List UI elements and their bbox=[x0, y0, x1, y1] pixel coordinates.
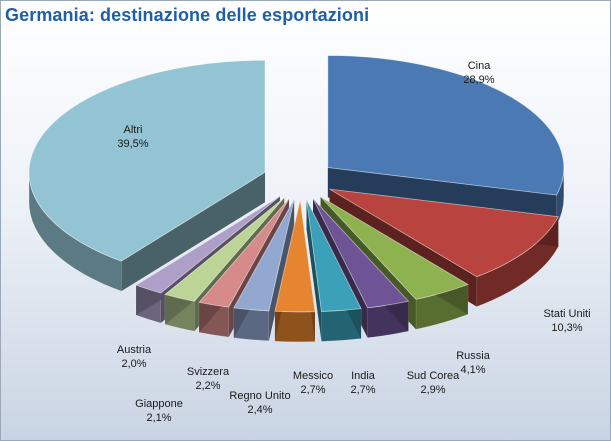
slice-russia bbox=[320, 196, 469, 300]
slice-messico bbox=[274, 199, 316, 313]
slice-giappone bbox=[198, 198, 290, 308]
slice-label-stati-uniti: Stati Uniti bbox=[543, 308, 590, 320]
slice-label-giappone: Giappone bbox=[135, 398, 183, 410]
slice-label-india: India bbox=[351, 370, 376, 382]
slice-value-altri: 39,5% bbox=[117, 138, 148, 150]
chart-title: Germania: destinazione delle esportazion… bbox=[5, 5, 370, 25]
slice-value-russia: 4,1% bbox=[460, 364, 485, 376]
slice-label-messico: Messico bbox=[293, 370, 333, 382]
slice-label-svizzera: Svizzera bbox=[187, 366, 230, 378]
slice-value-regno-unito: 2,4% bbox=[247, 404, 272, 416]
slice-austria bbox=[135, 196, 281, 294]
slice-india bbox=[306, 199, 362, 312]
slice-value-messico: 2,7% bbox=[300, 384, 325, 396]
slice-label-regno-unito: Regno Unito bbox=[229, 390, 290, 402]
slice-label-austria: Austria bbox=[117, 344, 152, 356]
slice-value-cina: 28,9% bbox=[463, 74, 494, 86]
slice-label-altri: Altri bbox=[124, 124, 143, 136]
slice-value-sud-corea: 2,9% bbox=[420, 384, 445, 396]
slice-label-russia: Russia bbox=[456, 350, 491, 362]
slice-value-stati-uniti: 10,3% bbox=[551, 322, 582, 334]
slice-value-austria: 2,0% bbox=[121, 358, 146, 370]
slice-sud-corea bbox=[312, 198, 410, 309]
slice-cina bbox=[327, 55, 565, 196]
slice-regno-unito bbox=[233, 199, 295, 312]
slice-svizzera bbox=[164, 197, 285, 302]
slice-altri bbox=[28, 59, 266, 262]
slice-value-india: 2,7% bbox=[350, 384, 375, 396]
slice-value-giappone: 2,1% bbox=[146, 412, 171, 424]
slice-value-svizzera: 2,2% bbox=[195, 380, 220, 392]
slice-label-cina: Cina bbox=[468, 60, 492, 72]
slice-label-sud-corea: Sud Corea bbox=[407, 370, 460, 382]
slice-stati-uniti bbox=[329, 188, 559, 278]
